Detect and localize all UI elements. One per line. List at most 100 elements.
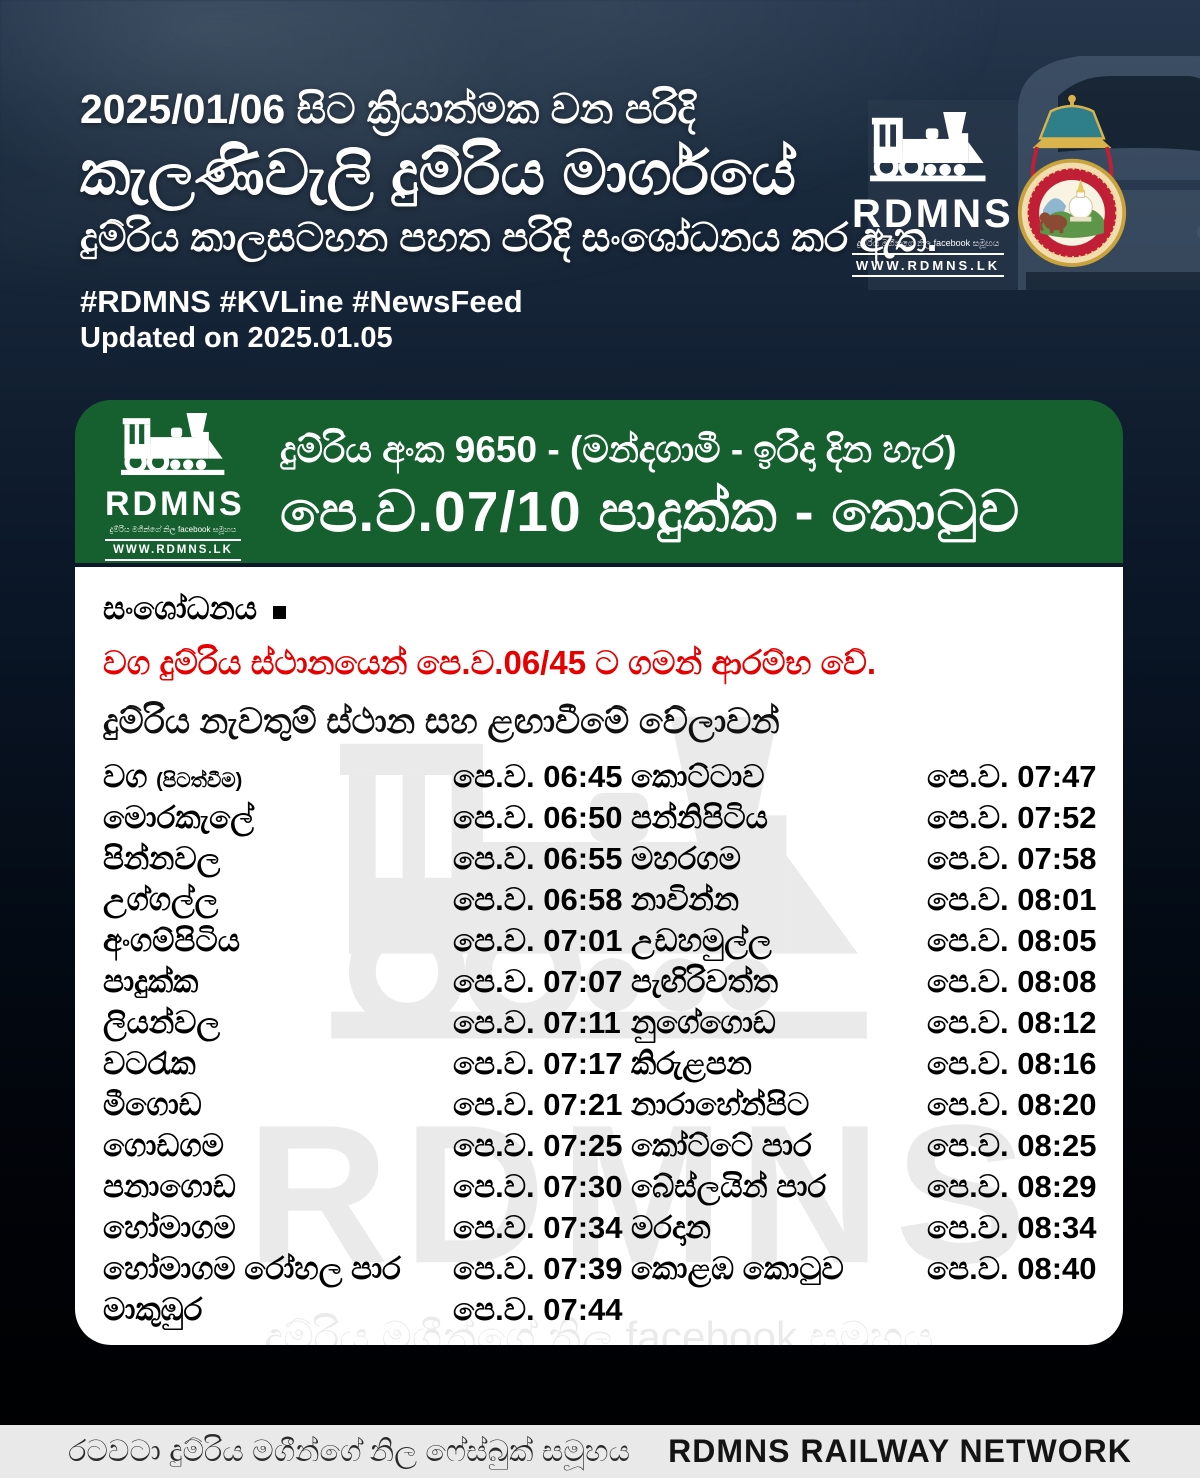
right-station-name: පන්නිපිටිය — [631, 800, 768, 835]
left-station-time: පෙ.ව. 07:25 — [453, 1128, 623, 1163]
left-station-name: පනාගොඩ — [103, 1169, 236, 1204]
timetable-row: හෝමාගම පෙ.ව. 07:34 මරදාන පෙ.ව. 08:34 — [103, 1208, 1103, 1249]
rdmns-logo-website: WWW.RDMNS.LK — [105, 538, 241, 562]
train-card: RDMNS දුම්රිය මගීන්ගේ නිල facebook සමූහය… — [75, 400, 1123, 563]
timetable: වග (පිටත්වීම) පෙ.ව. 06:45 කොට්ටාව පෙ.ව. 07:… — [103, 757, 1103, 1331]
left-station-name: වග (පිටත්වීම) — [103, 759, 243, 794]
notice-heading: සංශෝධනය — [103, 589, 1103, 629]
left-station-time: පෙ.ව. 07:07 — [453, 964, 623, 999]
rdmns-logo-website: WWW.RDMNS.LK — [852, 253, 1004, 277]
timetable-subheading: දුම්රිය නැවතුම් ස්ථාන සහ ළඟාවීමේ වේලාවන් — [103, 702, 780, 741]
header-line-3: දුම්රිය කාලසටහන පහත පරිදි සංශෝධනය කර ඇත. — [80, 216, 938, 260]
timetable-row: පින්නවල පෙ.ව. 06:55 මහරගම පෙ.ව. 07:58 — [103, 839, 1103, 880]
right-station-time: පෙ.ව. 08:12 — [927, 1005, 1097, 1040]
railway-emblem-icon — [1017, 94, 1127, 267]
timetable-row: උග්ගල්ල පෙ.ව. 06:58 නාවින්න පෙ.ව. 08:01 — [103, 880, 1103, 921]
left-station-time: පෙ.ව. 07:34 — [453, 1210, 623, 1245]
timetable-row: පනාගොඩ පෙ.ව. 07:30 බේස්ලයින් පාර පෙ.ව. 08:2… — [103, 1167, 1103, 1208]
left-station-time: පෙ.ව. 07:01 — [453, 923, 623, 958]
timetable-row: පාදුක්ක පෙ.ව. 07:07 පැඟිරිවත්ත පෙ.ව. 08:08 — [103, 962, 1103, 1003]
left-station-time: පෙ.ව. 07:39 — [453, 1251, 623, 1286]
left-station-time: පෙ.ව. 06:45 — [453, 759, 623, 794]
right-station-name: කෝට්ටේ පාර — [631, 1128, 812, 1163]
left-station-name: වටරැක — [103, 1046, 196, 1081]
timetable-row: ලියන්වල පෙ.ව. 07:11 නුගේගොඩ පෙ.ව. 08:12 — [103, 1003, 1103, 1044]
right-station-time: පෙ.ව. 08:34 — [927, 1210, 1097, 1245]
right-station-name: නාවින්න — [631, 882, 740, 917]
train-number-line: දුම්රිය අංක 9650 - (මන්දගාමී - ඉරිදා දින… — [280, 429, 957, 470]
right-station-time: පෙ.ව. 08:01 — [927, 882, 1097, 917]
rdmns-logo-tagline: දුම්රිය මගීන්ගේ නිල facebook සමූහය — [109, 524, 237, 534]
right-station-name: බේස්ලයින් පාර — [631, 1169, 827, 1204]
timetable-card-content: සංශෝධනය වග දුම්රිය ස්ථානයෙන් පෙ.ව.06/45 … — [75, 567, 1123, 1331]
left-station-time: පෙ.ව. 07:44 — [453, 1292, 623, 1327]
left-station-time: පෙ.ව. 07:11 — [453, 1005, 621, 1040]
left-station-name: ගොඩගම — [103, 1128, 224, 1163]
right-station-time: පෙ.ව. 07:52 — [927, 800, 1097, 835]
left-station-name: මොරකැලේ — [103, 800, 254, 835]
right-station-time: පෙ.ව. 08:25 — [927, 1128, 1097, 1163]
footer-bar: රටවටා දුම්රිය මගීන්ගේ නිල ෆේස්බුක් සමූහය… — [0, 1425, 1200, 1478]
timetable-row: වටරැක පෙ.ව. 07:17 කිරුළපන පෙ.ව. 08:16 — [103, 1044, 1103, 1085]
left-station-time: පෙ.ව. 07:30 — [453, 1169, 623, 1204]
train-route-line: පෙ.ව.07/10 පාදුක්ක - කොටුව — [280, 480, 1021, 544]
right-station-name: නුගේගොඩ — [631, 1005, 776, 1040]
timetable-row: අංගම්පිටිය පෙ.ව. 07:01 උඩහමුල්ල පෙ.ව. 08:05 — [103, 921, 1103, 962]
left-station-time: පෙ.ව. 07:17 — [453, 1046, 623, 1081]
rdmns-logo: RDMNS දුම්රිය මගීන්ගේ නිල facebook සමූහය… — [852, 112, 1014, 277]
left-station-name: හෝමාගම රෝහල පාර — [103, 1251, 401, 1286]
left-station-time: පෙ.ව. 06:55 — [453, 841, 623, 876]
left-station-name: මාකුඹුර — [103, 1292, 203, 1327]
timetable-card: RDMNS දුම්රිය මගීන්ගේ නිල facebook සමූහය… — [75, 567, 1123, 1345]
rdmns-logo-name: RDMNS — [852, 192, 1014, 236]
notice-heading-text: සංශෝධනය — [103, 591, 258, 626]
right-station-name: කොට්ටාව — [631, 759, 765, 794]
left-station-name: පින්නවල — [103, 841, 221, 876]
left-station-name: අංගම්පිටිය — [103, 923, 240, 958]
left-station-time: පෙ.ව. 06:50 — [453, 800, 623, 835]
timetable-row: මීගොඩ පෙ.ව. 07:21 නාරාහේන්පිට පෙ.ව. 08:20 — [103, 1085, 1103, 1126]
right-station-time: පෙ.ව. 08:05 — [927, 923, 1097, 958]
left-station-time: පෙ.ව. 07:21 — [453, 1087, 623, 1122]
footer-sinhala-text: රටවටා දුම්රිය මගීන්ගේ නිල ෆේස්බුක් සමූහය — [68, 1434, 631, 1468]
right-station-name: පැඟිරිවත්ත — [631, 964, 779, 999]
header-line-1: 2025/01/06 සිට ක්‍රියාත්මක වන පරිදි — [80, 86, 696, 132]
left-station-name: උග්ගල්ල — [103, 882, 219, 917]
right-station-time: පෙ.ව. 08:40 — [927, 1251, 1097, 1286]
header-block: 2025/01/06 සිට ක්‍රියාත්මක වන පරිදි කැලණ… — [80, 84, 938, 262]
timetable-row: මාකුඹුර පෙ.ව. 07:44 — [103, 1290, 1103, 1331]
timetable-row: ගොඩගම පෙ.ව. 07:25 කෝට්ටේ පාර පෙ.ව. 08:25 — [103, 1126, 1103, 1167]
right-station-name: කිරුළපන — [631, 1046, 752, 1081]
right-station-name: කොළඹ කොටුව — [631, 1251, 844, 1286]
timetable-row: වග (පිටත්වීම) පෙ.ව. 06:45 කොට්ටාව පෙ.ව. 07:… — [103, 757, 1103, 798]
right-station-name: නාරාහේන්පිට — [631, 1087, 810, 1122]
rdmns-logo: RDMNS දුම්රිය මගීන්ගේ නිල facebook සමූහය… — [105, 413, 242, 562]
right-station-time: පෙ.ව. 07:47 — [927, 759, 1097, 794]
rdmns-train-icon — [852, 112, 1004, 189]
left-station-time: පෙ.ව. 06:58 — [453, 882, 623, 917]
left-station-name: ලියන්වල — [103, 1005, 221, 1040]
updated-date: Updated on 2025.01.05 — [80, 322, 393, 354]
header-line-2: කැලණිවැලි දුම්රිය මාර්ගයේ — [80, 139, 796, 208]
right-station-time: පෙ.ව. 08:16 — [927, 1046, 1097, 1081]
timetable-row: හෝමාගම රෝහල පාර පෙ.ව. 07:39 කොළඹ කොටුව පෙ.ව… — [103, 1249, 1103, 1290]
train-card-text: දුම්රිය අංක 9650 - (මන්දගාමී - ඉරිදා දින… — [280, 426, 1020, 548]
left-station-name: පාදුක්ක — [103, 964, 199, 999]
hashtags: #RDMNS #KVLine #NewsFeed — [80, 284, 523, 319]
right-station-time: පෙ.ව. 08:08 — [927, 964, 1097, 999]
rdmns-logo-tagline: දුම්රිය මගීන්ගේ නිල facebook සමූහය — [856, 238, 1000, 248]
right-station-name: මරදාන — [631, 1210, 711, 1245]
right-station-time: පෙ.ව. 07:58 — [927, 841, 1097, 876]
right-station-time: පෙ.ව. 08:20 — [927, 1087, 1097, 1122]
left-station-note: (පිටත්වීම) — [156, 770, 243, 792]
timetable-row: මොරකැලේ පෙ.ව. 06:50 පන්නිපිටිය පෙ.ව. 07:52 — [103, 798, 1103, 839]
right-station-name: මහරගම — [631, 841, 741, 876]
alert-text: වග දුම්රිය ස්ථානයෙන් පෙ.ව.06/45 ට ගමන් ආ… — [103, 644, 876, 681]
right-station-name: උඩහමුල්ල — [631, 923, 772, 958]
rdmns-train-icon — [105, 413, 241, 482]
right-station-time: පෙ.ව. 08:29 — [927, 1169, 1097, 1204]
left-station-name: හෝමාගම — [103, 1210, 236, 1245]
left-station-name: මීගොඩ — [103, 1087, 202, 1122]
square-bullet-icon — [273, 606, 287, 619]
